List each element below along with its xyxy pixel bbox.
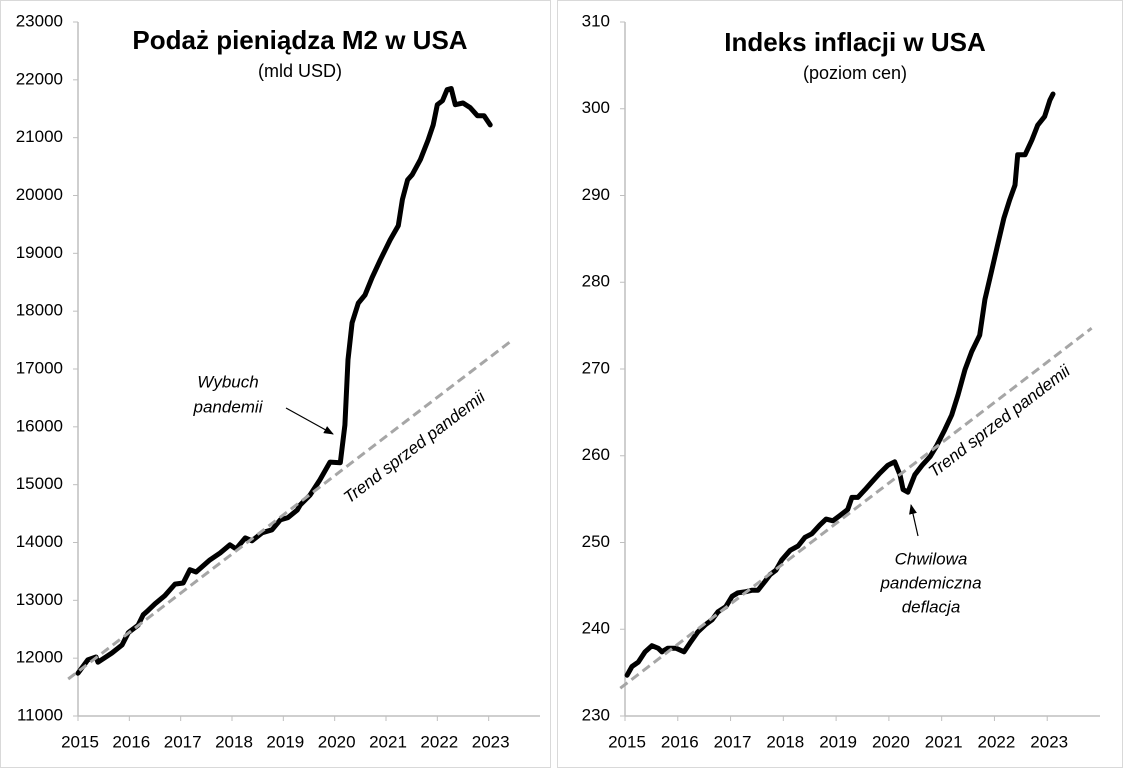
data-line <box>75 86 493 676</box>
y-tick-label: 22000 <box>16 69 63 88</box>
x-tick-label: 2023 <box>472 732 510 751</box>
y-tick-label: 15000 <box>16 474 63 493</box>
x-tick-label: 2023 <box>1030 732 1068 751</box>
y-tick-label: 19000 <box>16 243 63 262</box>
y-tick-label: 260 <box>582 445 610 464</box>
y-tick-label: 240 <box>582 619 610 638</box>
y-tick-label: 230 <box>582 705 610 724</box>
y-tick-label: 16000 <box>16 416 63 435</box>
data-line <box>624 91 1056 678</box>
x-tick-label: 2022 <box>420 732 458 751</box>
x-tick-label: 2015 <box>608 732 646 751</box>
x-tick-label: 2021 <box>369 732 407 751</box>
x-tick-label: 2019 <box>819 732 857 751</box>
chart-subtitle: (mld USD) <box>258 61 342 81</box>
x-tick-label: 2017 <box>714 732 752 751</box>
y-tick-label: 250 <box>582 532 610 551</box>
annotation-arrow <box>909 504 919 537</box>
x-tick-label: 2016 <box>661 732 699 751</box>
trend-label: Trend sprzed pandemii <box>340 386 490 507</box>
annotation: pandemiczna <box>879 573 981 592</box>
x-tick-label: 2018 <box>766 732 804 751</box>
x-tick-label: 2020 <box>318 732 356 751</box>
chart-title: Indeks inflacji w USA <box>724 27 986 57</box>
annotation: deflacja <box>902 597 961 616</box>
y-tick-label: 280 <box>582 272 610 291</box>
x-tick-label: 2018 <box>215 732 253 751</box>
y-tick-label: 11000 <box>17 705 63 724</box>
y-tick-label: 310 <box>582 11 610 30</box>
annotation: pandemii <box>193 397 264 416</box>
x-tick-label: 2019 <box>266 732 304 751</box>
y-tick-label: 300 <box>582 98 610 117</box>
y-tick-label: 290 <box>582 185 610 204</box>
y-tick-label: 20000 <box>16 185 63 204</box>
annotation: Wybuch <box>197 372 258 391</box>
annotation-arrow <box>285 407 334 435</box>
x-tick-label: 2022 <box>978 732 1016 751</box>
y-tick-label: 13000 <box>16 590 63 609</box>
panel-frame <box>0 0 551 768</box>
chart-title: Podaż pieniądza M2 w USA <box>132 25 467 55</box>
y-tick-label: 14000 <box>16 532 63 551</box>
y-tick-label: 21000 <box>16 127 63 146</box>
trend-line <box>619 327 1093 690</box>
y-tick-label: 12000 <box>16 648 63 667</box>
trend-line <box>67 338 514 681</box>
y-tick-label: 17000 <box>16 358 63 377</box>
chart-subtitle: (poziom cen) <box>803 63 907 83</box>
x-tick-label: 2021 <box>925 732 963 751</box>
x-tick-label: 2017 <box>164 732 202 751</box>
x-tick-label: 2020 <box>872 732 910 751</box>
y-tick-label: 18000 <box>16 301 63 320</box>
annotation: Chwilowa <box>895 549 968 568</box>
y-tick-label: 270 <box>582 358 610 377</box>
y-tick-label: 23000 <box>16 11 63 30</box>
x-tick-label: 2015 <box>61 732 99 751</box>
x-tick-label: 2016 <box>112 732 150 751</box>
